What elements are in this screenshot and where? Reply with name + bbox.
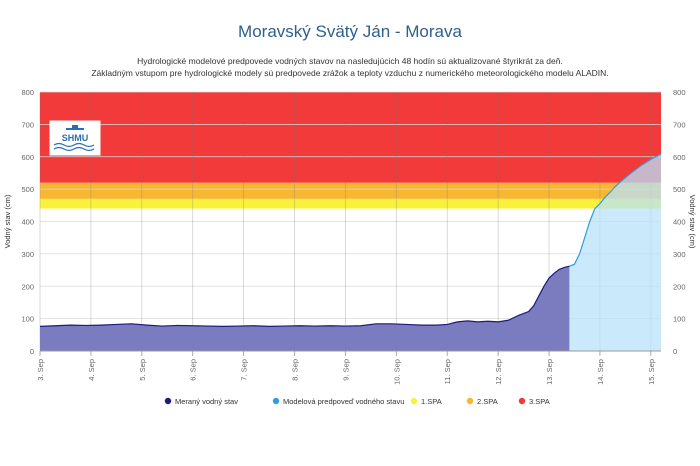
legend-marker <box>518 397 526 405</box>
y-tick-label-right: 600 <box>673 153 686 162</box>
legend-label: 1.SPA <box>421 397 442 406</box>
logo-text: SHMU <box>62 133 89 143</box>
legend-label: Modelová predpoveď vodného stavu <box>283 397 404 406</box>
threshold-bands <box>40 92 661 209</box>
legend: Meraný vodný stav Modelová predpoveď vodn… <box>164 397 550 406</box>
chart-subtitle-line-2: Základným vstupom pre hydrologické model… <box>91 68 609 78</box>
axes: 0 0 100 100 200 200 300 300 400 400 500 500 600 600 70… <box>3 88 697 385</box>
y-tick-label-right: 0 <box>673 347 677 356</box>
measured-series-line <box>39 265 570 327</box>
y-tick-label-right: 100 <box>673 315 686 324</box>
shmu-logo: SHMU <box>49 120 101 156</box>
x-tick-label: 7. Sep <box>240 359 249 381</box>
y-tick-label-left: 700 <box>21 120 34 129</box>
y-tick-label-left: 500 <box>21 185 34 194</box>
legend-marker <box>410 397 418 405</box>
x-tick-label: 13. Sep <box>545 359 554 385</box>
y-tick-label-right: 400 <box>673 218 686 227</box>
y-axis-title-right: Vodný stav (cm) <box>688 195 697 249</box>
y-tick-label-left: 100 <box>21 315 34 324</box>
series-areas <box>39 153 662 351</box>
legend-label: Meraný vodný stav <box>175 397 238 406</box>
legend-marker <box>466 397 474 405</box>
x-tick-label: 11. Sep <box>443 359 452 384</box>
y-tick-label-right: 300 <box>673 250 686 259</box>
x-tick-label: 5. Sep <box>138 359 147 381</box>
x-tick-label: 3. Sep <box>36 359 45 381</box>
forecast-series-line <box>569 153 662 267</box>
x-tick-label: 6. Sep <box>189 359 198 381</box>
y-tick-label-left: 600 <box>21 153 34 162</box>
y-tick-label-right: 500 <box>673 185 686 194</box>
y-tick-label-right: 800 <box>673 88 686 97</box>
x-tick-label: 8. Sep <box>291 359 300 381</box>
y-tick-label-left: 800 <box>21 88 34 97</box>
x-tick-label: 12. Sep <box>494 359 503 385</box>
y-tick-label-left: 0 <box>30 347 34 356</box>
y-tick-label-right: 700 <box>673 120 686 129</box>
legend-label: 2.SPA <box>477 397 498 406</box>
x-tick-label: 10. Sep <box>392 359 401 385</box>
y-tick-label-left: 300 <box>21 250 34 259</box>
y-tick-label-left: 400 <box>21 218 34 227</box>
y-tick-label-left: 200 <box>21 282 34 291</box>
y-axis-title-left: Vodný stav (cm) <box>3 194 12 248</box>
forecast-series-area <box>569 154 661 351</box>
legend-label: 3.SPA <box>529 397 550 406</box>
y-tick-label-right: 200 <box>673 282 686 291</box>
legend-marker <box>272 397 280 405</box>
x-tick-label: 4. Sep <box>87 359 96 381</box>
x-tick-label: 9. Sep <box>341 359 350 381</box>
threshold-band-1spa <box>40 198 661 209</box>
legend-marker <box>164 397 172 405</box>
chart-subtitle-line-1: Hydrologické modelové predpovede vodných… <box>137 56 563 66</box>
threshold-band-2spa <box>40 182 661 199</box>
measured-series-area <box>40 266 570 351</box>
x-tick-label: 14. Sep <box>596 359 605 385</box>
threshold-band-3spa <box>40 92 661 183</box>
x-tick-label: 15. Sep <box>647 359 656 385</box>
chart-title: Moravský Svätý Ján - Morava <box>238 22 462 41</box>
